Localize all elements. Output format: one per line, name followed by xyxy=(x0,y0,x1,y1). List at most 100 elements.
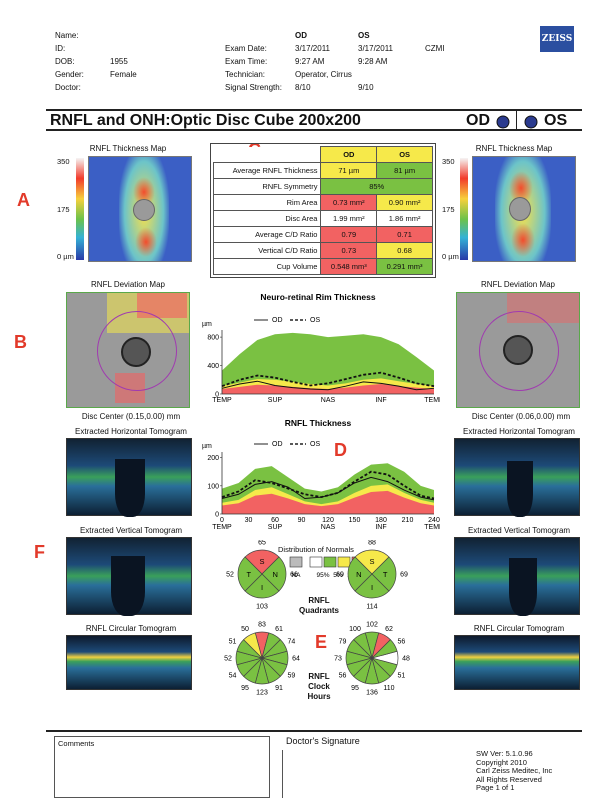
tomo-circular-title-os: RNFL Circular Tomogram xyxy=(473,624,565,633)
header-row: Doctor: Signal Strength: 8/10 9/10 xyxy=(55,81,455,94)
header-od: 3/17/2011 xyxy=(295,44,330,53)
eye-label-od: OD xyxy=(466,112,490,129)
pie-value: 52 xyxy=(226,572,234,579)
x-sector-label: NAS xyxy=(321,524,336,531)
page-number: Page 1 of 1 xyxy=(476,783,515,792)
x-tick-label: 60 xyxy=(271,517,279,524)
deviation-title-os: RNFL Deviation Map xyxy=(481,280,555,289)
pie-value: 95 xyxy=(241,685,249,692)
pie-value: 95 xyxy=(351,685,359,692)
clock-hours-title: RNFL Clock Hours xyxy=(307,672,331,701)
pie-value: 69 xyxy=(400,572,408,579)
rim-thickness-chart: Neuro-retinal Rim Thickness µm OD OS 800 400 0… xyxy=(202,292,440,404)
header-os: 9/10 xyxy=(358,83,374,92)
deviation-map-od xyxy=(66,292,190,408)
pie-value: 64 xyxy=(292,656,300,663)
y-axis-unit: µm xyxy=(202,443,212,450)
comments-label: Comments xyxy=(58,739,95,748)
header-od: OD xyxy=(295,31,307,40)
comments-box[interactable]: Comments xyxy=(54,736,270,798)
summary-row: Disc Area 1.99 mm² 1.86 mm² xyxy=(212,210,433,227)
tomo-vertical-title-os: Extracted Vertical Tomogram xyxy=(467,526,571,535)
marker-f: F xyxy=(34,542,45,562)
x-tick-label: 30 xyxy=(245,517,253,524)
summary-label: Disc Area xyxy=(212,210,322,227)
summary-value-od: 0.73 xyxy=(320,242,378,259)
header-l: ID: xyxy=(55,44,66,53)
pie-value: 51 xyxy=(398,673,406,680)
scale-mid-od: 175 xyxy=(57,205,70,214)
pie-sector xyxy=(237,556,263,592)
header-m: Technician: xyxy=(225,70,266,79)
distribution-title: Distribution of Normals xyxy=(278,545,354,554)
pie-value: 54 xyxy=(229,673,237,680)
pie-sector xyxy=(243,632,263,660)
pie-value: 52 xyxy=(224,656,232,663)
summary-value-os: 0.291 mm³ xyxy=(376,258,433,275)
scale-top-os: 350 xyxy=(442,157,455,166)
x-tick-label: 90 xyxy=(298,517,306,524)
x-tick-label: TEMP xyxy=(424,397,440,404)
summary-label: Average C/D Ratio xyxy=(212,226,322,243)
disc-center-od: Disc Center (0.15,0.00) mm xyxy=(81,412,181,421)
thickness-map-title-od: RNFL Thickness Map xyxy=(89,144,167,153)
scale-bottom-os: 0 µm xyxy=(442,252,459,261)
summary-row: Cup Volume 0.548 mm³ 0.291 mm³ xyxy=(212,258,433,275)
rights: All Rights Reserved xyxy=(476,774,542,784)
header-row: Name: OD OS xyxy=(55,29,455,42)
marker-a: A xyxy=(17,190,30,210)
header-row: ID: Exam Date: 3/17/2011 3/17/2011 CZMI xyxy=(55,42,455,55)
series-os xyxy=(221,470,435,500)
header-od: 9:27 AM xyxy=(295,57,325,66)
summary-table-wrap: OD OS Average RNFL Thickness 71 µm 81 µm RN… xyxy=(210,143,436,278)
color-scale-os xyxy=(460,158,468,260)
y-tick-label: 400 xyxy=(207,363,219,370)
pie-sector-letter: I xyxy=(261,583,263,592)
header-m: Exam Time: xyxy=(225,57,268,66)
pie-value: 73 xyxy=(334,656,342,663)
chart-legend: OD OS xyxy=(254,441,320,448)
pie-value: 56 xyxy=(339,673,347,680)
scale-bottom-od: 0 µm xyxy=(57,252,74,261)
summary-label: RNFL Symmetry xyxy=(212,178,322,195)
series-od xyxy=(221,380,435,391)
summary-value-both: 85% xyxy=(320,178,433,195)
x-tick-label: 210 xyxy=(402,517,414,524)
pie-value: 103 xyxy=(256,604,268,611)
summary-value-od: 71 µm xyxy=(320,162,378,179)
y-tick-label: 200 xyxy=(207,455,219,462)
eye-label-os: OS xyxy=(544,112,568,129)
pie-value: 91 xyxy=(275,685,283,692)
y-axis-unit: µm xyxy=(202,321,212,328)
summary-value-os: 1.86 mm² xyxy=(376,210,433,227)
x-tick-label: 180 xyxy=(375,517,387,524)
x-tick-label: 120 xyxy=(322,517,334,524)
rnfl-pie-charts: 65 S 66 N 103 I 52 T 88 S 69 N 114 I 69 T 83 61 74 64 59 91 12… xyxy=(224,540,410,697)
normal-band-red xyxy=(222,384,434,394)
pie-sector-letter: S xyxy=(369,557,374,566)
summary-row: Average C/D Ratio 0.79 0.71 xyxy=(212,226,433,243)
pie-value: 79 xyxy=(339,639,347,646)
pie-value: 48 xyxy=(402,656,410,663)
thickness-map-od xyxy=(88,156,192,262)
copyright: Copyright 2010 xyxy=(476,757,527,767)
optic-disc-os xyxy=(509,197,531,221)
scale-mid-os: 175 xyxy=(442,205,455,214)
summary-value-od: 0.73 mm² xyxy=(320,194,378,211)
pie-value: 69 xyxy=(336,572,344,579)
software-info: SW Ver: 5.1.0.96 Copyright 2010 Carl Zei… xyxy=(476,749,552,793)
summary-row: Vertical C/D Ratio 0.73 0.68 xyxy=(212,242,433,259)
pie-value: 74 xyxy=(288,639,296,646)
summary-value-od: 1.99 mm² xyxy=(320,210,378,227)
pie-value: 83 xyxy=(258,622,266,629)
tomo-horizontal-title-os: Extracted Horizontal Tomogram xyxy=(463,427,575,436)
page-title: RNFL and ONH:Optic Disc Cube 200x200 xyxy=(50,112,361,129)
pie-value: 100 xyxy=(349,626,361,633)
y-tick-label: 800 xyxy=(207,335,219,342)
summary-value-od: 0.79 xyxy=(320,226,378,243)
header-l: DOB: xyxy=(55,57,75,66)
pie-value: 65 xyxy=(258,540,266,547)
os-dot-icon xyxy=(524,115,538,129)
pie-value: 61 xyxy=(275,626,283,633)
pie-sector xyxy=(354,549,390,575)
